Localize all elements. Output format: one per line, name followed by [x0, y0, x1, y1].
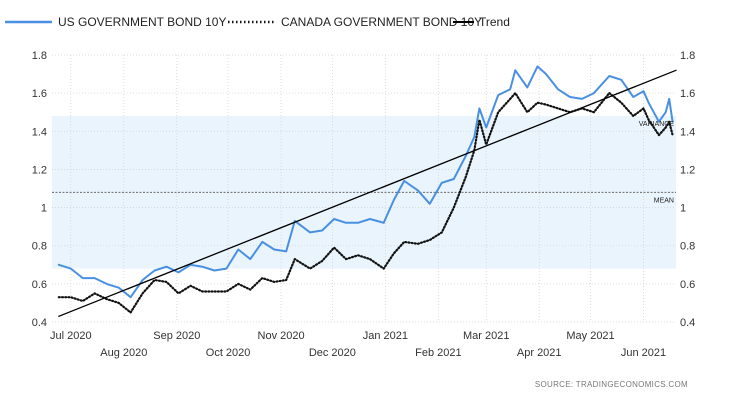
y-tick-label-left: 1.4	[32, 126, 47, 138]
y-axis-right: 0.4 0.6 0.8 1 1.2 1.4 1.6 1.8	[680, 50, 695, 329]
x-tick-label: Oct 2020	[206, 347, 251, 359]
x-axis: Jul 2020 Sep 2020 Nov 2020 Jan 2021 Mar 2021…	[50, 330, 666, 359]
x-tick-label: Sep 2020	[153, 330, 200, 342]
y-tick-label-left: 1	[41, 203, 47, 215]
variance-label: VARIANCE	[639, 121, 675, 128]
x-tick-label: Jul 2020	[50, 330, 92, 342]
mean-label: MEAN	[654, 197, 674, 204]
source-label: SOURCE: TRADINGECONOMICS.COM	[535, 380, 688, 389]
y-tick-label-right: 1.8	[680, 50, 695, 62]
y-tick-label-right: 1.2	[680, 164, 695, 176]
y-tick-label-right: 1.6	[680, 88, 695, 100]
y-tick-label-left: 0.8	[32, 241, 47, 253]
x-tick-label: Jan 2021	[363, 330, 408, 342]
x-tick-label: Dec 2020	[309, 347, 356, 359]
x-tick-label: Aug 2020	[100, 347, 147, 359]
x-tick-label: Mar 2021	[463, 330, 509, 342]
y-tick-label-left: 0.4	[32, 317, 47, 329]
x-tick-label: Feb 2021	[415, 347, 461, 359]
x-tick-label: Apr 2021	[517, 347, 562, 359]
y-tick-label-right: 0.8	[680, 241, 695, 253]
canada-bond-line	[57, 91, 674, 314]
grid	[52, 54, 676, 323]
y-tick-label-right: 1	[680, 203, 686, 215]
x-tick-label: May 2021	[566, 330, 614, 342]
x-tick-label: Nov 2020	[258, 330, 305, 342]
trend-line	[58, 69, 677, 317]
legend-label-canada: CANADA GOVERNMENT BOND 10Y	[281, 15, 482, 29]
legend: US GOVERNMENT BOND 10Y CANADA GOVERNMENT…	[5, 15, 510, 29]
y-tick-label-left: 1.8	[32, 50, 47, 62]
y-tick-label-left: 0.6	[32, 279, 47, 291]
us-bond-line	[57, 65, 674, 299]
y-tick-label-right: 1.4	[680, 126, 695, 138]
x-tick-label: Jun 2021	[621, 347, 666, 359]
legend-label-trend: Trend	[479, 15, 510, 29]
y-tick-label-left: 1.6	[32, 88, 47, 100]
legend-label-us: US GOVERNMENT BOND 10Y	[58, 15, 226, 29]
series-group	[57, 65, 677, 317]
y-tick-label-right: 0.4	[680, 317, 695, 329]
y-tick-label-left: 1.2	[32, 164, 47, 176]
y-axis-left: 0.4 0.6 0.8 1 1.2 1.4 1.6 1.8	[32, 50, 47, 329]
y-tick-label-right: 0.6	[680, 279, 695, 291]
